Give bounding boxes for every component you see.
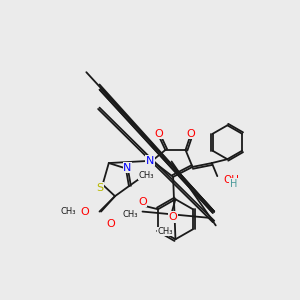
Text: S: S xyxy=(97,183,104,193)
Text: OH: OH xyxy=(224,175,239,185)
Text: O: O xyxy=(107,219,116,229)
Text: O: O xyxy=(80,207,89,217)
Text: H: H xyxy=(230,179,237,189)
Text: CH₃: CH₃ xyxy=(122,210,138,219)
Text: O: O xyxy=(169,212,178,222)
Text: O: O xyxy=(187,129,195,139)
Text: N: N xyxy=(123,163,132,173)
Text: CH₃: CH₃ xyxy=(138,171,154,180)
Text: N: N xyxy=(146,156,154,166)
Text: CH₃: CH₃ xyxy=(61,207,76,216)
Text: CH₃: CH₃ xyxy=(158,227,173,236)
Text: O: O xyxy=(138,196,147,206)
Text: O: O xyxy=(155,129,164,139)
